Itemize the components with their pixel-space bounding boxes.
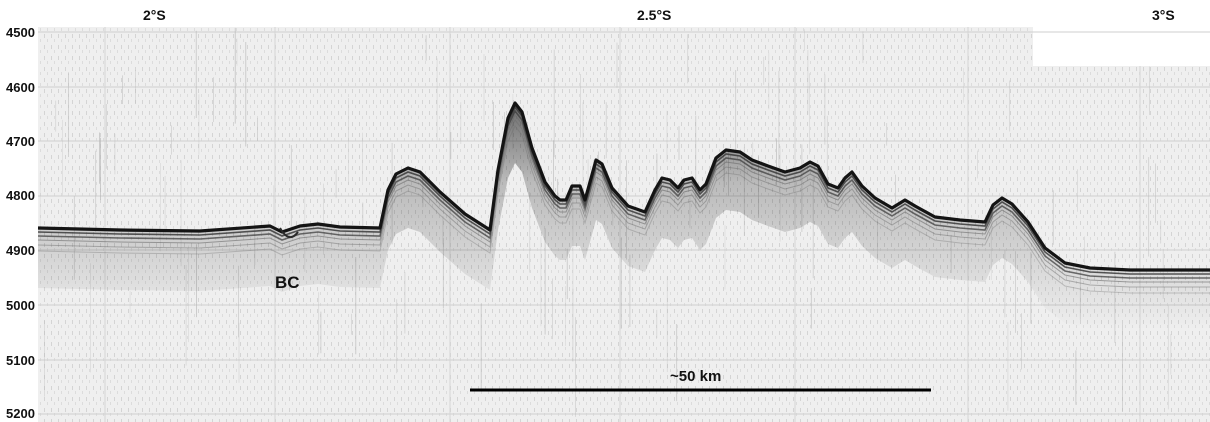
bc-annotation: BC	[275, 273, 300, 292]
depth-label-5000: 5000	[6, 298, 35, 313]
latitude-label-2s: 2°S	[143, 7, 166, 23]
depth-label-4500: 4500	[6, 25, 35, 40]
depth-label-5200: 5200	[6, 406, 35, 421]
depth-label-5100: 5100	[6, 353, 35, 368]
scale-bar-label: ~50 km	[670, 368, 721, 385]
sediment-layer	[37, 109, 1210, 279]
depth-label-4600: 4600	[6, 80, 35, 95]
depth-label-4800: 4800	[6, 188, 35, 203]
sediment-layer	[37, 125, 1210, 294]
latitude-label-3s: 3°S	[1152, 7, 1175, 23]
bc-feature	[279, 227, 299, 239]
depth-axis: 4500 4600 4700 4800 4900 5000 5100 5200	[6, 25, 35, 421]
depth-label-4700: 4700	[6, 134, 35, 149]
latitude-label-2-5s: 2.5°S	[637, 7, 671, 23]
depth-label-4900: 4900	[6, 243, 35, 258]
sediment-layer	[37, 105, 1210, 275]
sediment-layers	[37, 105, 1210, 294]
subbottom-fade	[38, 103, 1210, 330]
seafloor-reflector	[37, 101, 1210, 272]
sediment-layer	[37, 119, 1210, 288]
sediment-layer	[37, 114, 1210, 283]
